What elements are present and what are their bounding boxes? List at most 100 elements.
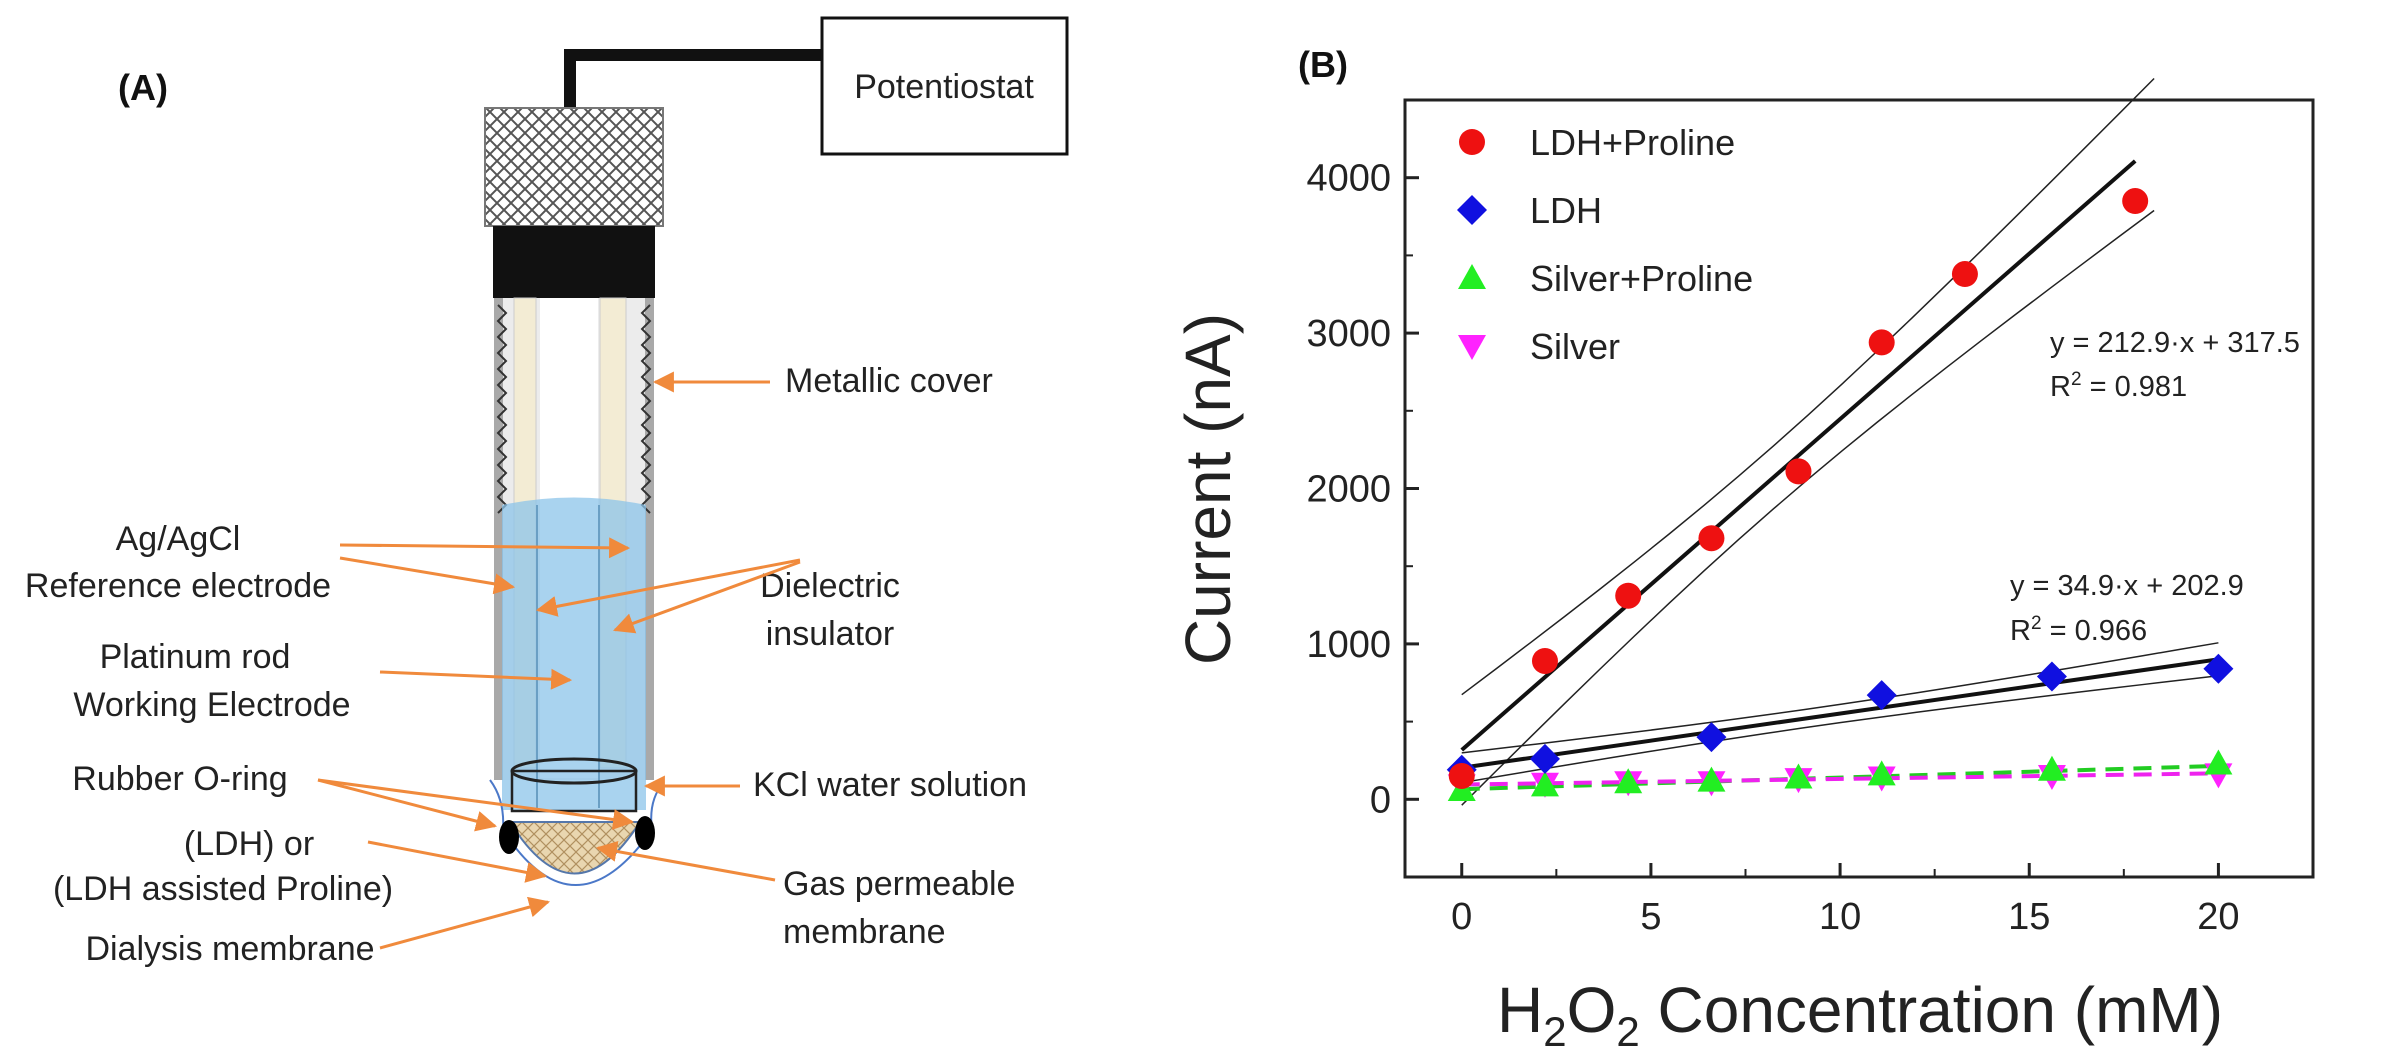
fit2-r2: R2 = 0.966	[2010, 613, 2147, 647]
fit2-r2-value: = 0.966	[2042, 615, 2148, 647]
legend-marker	[1457, 195, 1487, 225]
label-gas-line2: membrane	[783, 913, 946, 951]
arrow-pt	[379, 668, 573, 690]
data-points	[1446, 188, 2234, 801]
point-silver-proline	[1530, 771, 1559, 797]
legend-label: LDH+Proline	[1530, 122, 1735, 163]
fit2-r2-sup: 2	[2031, 613, 2042, 634]
legend-marker	[1459, 129, 1485, 155]
arrow-gas	[595, 841, 776, 882]
fit1-r2-value: = 0.981	[2082, 371, 2188, 403]
arrow-dialysis	[379, 896, 551, 950]
label-dialysis: Dialysis membrane	[85, 930, 374, 968]
label-ref-line1: Ag/AgCl	[116, 520, 241, 558]
point-ldh	[1696, 722, 1727, 753]
point-ldh-proline	[1448, 762, 1475, 789]
point-silver-proline	[1697, 766, 1726, 792]
arrow-ref-1	[339, 537, 631, 559]
confidence-band	[1461, 209, 2155, 806]
y-axis-label: Current (nA)	[1172, 313, 1244, 665]
panel-a: (A) Potentiostat Metallic cover	[25, 16, 1069, 968]
confidence-band	[1461, 642, 2219, 754]
confidence-band	[1461, 675, 2219, 784]
point-ldh	[1529, 743, 1560, 774]
point-ldh-proline	[1951, 261, 1978, 288]
arrow-ref-2	[339, 556, 516, 595]
leader-arrows	[317, 371, 801, 950]
label-oring: Rubber O-ring	[72, 760, 287, 798]
knurled-cap	[484, 107, 664, 227]
panel-b: (B) 0 1000 2000 3000 4000 0 5 10 15 20 LDH+Proli…	[1172, 44, 2315, 1055]
fit1-r2: R2 = 0.981	[2050, 369, 2187, 403]
fit2-r2-prefix: R	[2010, 615, 2031, 647]
label-kcl: KCl water solution	[753, 766, 1027, 804]
y-tick-label: 0	[1370, 779, 1391, 821]
x-tick-label: 10	[1819, 896, 1861, 938]
point-ldh-proline	[1785, 458, 1812, 485]
point-ldh-proline	[1698, 525, 1725, 552]
potentiostat-label: Potentiostat	[854, 68, 1034, 106]
y-tick-label: 4000	[1306, 158, 1391, 200]
x-label-h: H	[1497, 974, 1543, 1046]
legend: LDH+Proline LDH Silver+Proline Silver	[1457, 122, 1753, 367]
panel-b-tag: (B)	[1298, 44, 1348, 85]
x-tick-label: 15	[2008, 896, 2050, 938]
legend-label: Silver+Proline	[1530, 258, 1753, 299]
x-label-sub2: 2	[1616, 1008, 1639, 1055]
label-gas-line1: Gas permeable	[783, 865, 1015, 903]
label-pt-line1: Platinum rod	[100, 638, 291, 676]
fit-line-2	[1461, 657, 2219, 770]
label-pt-line2: Working Electrode	[73, 686, 350, 724]
confidence-band	[1461, 77, 2155, 696]
x-axis: 0 5 10 15 20	[1451, 863, 2314, 938]
dialysis-membrane	[508, 821, 642, 875]
thread-right	[640, 304, 652, 514]
x-label-sub1: 2	[1543, 1008, 1566, 1055]
point-silver-proline	[2204, 749, 2233, 775]
label-ldh-line2: (LDH assisted Proline)	[53, 870, 393, 908]
label-metallic-cover: Metallic cover	[785, 362, 993, 400]
arrow-dielectric-2	[613, 560, 801, 634]
cable	[564, 49, 822, 108]
x-tick-label: 20	[2197, 896, 2239, 938]
fit1-r2-prefix: R	[2050, 371, 2071, 403]
arrow-oring-2	[317, 778, 635, 830]
x-tick-label: 5	[1640, 896, 1661, 938]
fit-line-4	[1461, 771, 2219, 787]
arrow-dielectric-1	[535, 558, 801, 617]
point-ldh-proline	[2122, 188, 2149, 215]
label-dielectric-line2: insulator	[766, 615, 895, 653]
arrow-oring-1	[317, 778, 498, 832]
y-tick-label: 2000	[1306, 469, 1391, 511]
point-ldh-proline	[1531, 647, 1558, 674]
fit-line-1	[1460, 159, 2137, 752]
y-axis: 0 1000 2000 3000 4000	[1306, 99, 1419, 878]
point-silver-proline	[1614, 768, 1643, 794]
fit1-equation: y = 212.9·x + 317.5	[2050, 327, 2300, 359]
arrow-ldh	[367, 840, 548, 883]
y-tick-label: 3000	[1306, 313, 1391, 355]
label-ref-line2: Reference electrode	[25, 567, 331, 605]
label-ldh-line1: (LDH) or	[184, 825, 314, 863]
label-dielectric-line1: Dielectric	[760, 567, 900, 605]
point-ldh	[2036, 661, 2067, 692]
point-silver-proline	[1867, 760, 1896, 786]
x-label-rest: Concentration (mM)	[1640, 974, 2223, 1046]
x-tick-label: 0	[1451, 896, 1472, 938]
potentiostat-box	[820, 16, 1069, 156]
point-ldh	[1866, 680, 1897, 711]
membrane-edge	[489, 779, 665, 886]
o-ring-right	[635, 816, 655, 850]
legend-label: Silver	[1530, 326, 1620, 367]
panel-a-tag: (A)	[118, 67, 168, 108]
legend-label: LDH	[1530, 190, 1602, 231]
thread-left	[496, 304, 508, 514]
fit-lines	[1460, 77, 2219, 806]
x-axis-label: H2O2 Concentration (mM)	[1497, 974, 2223, 1055]
black-collar	[493, 226, 655, 298]
o-ring-left	[499, 820, 519, 854]
point-silver-proline	[2037, 755, 2066, 781]
lower-ring-body	[510, 769, 638, 813]
point-silver-proline	[1784, 763, 1813, 789]
